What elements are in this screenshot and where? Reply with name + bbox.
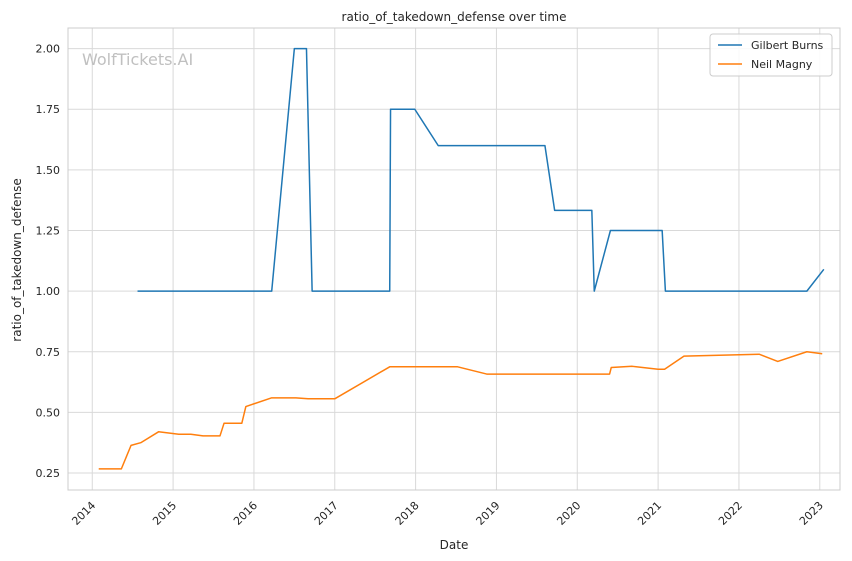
x-tick-label: 2020 — [554, 499, 583, 528]
y-tick-labels: 0.25 0.50 0.75 1.00 1.25 1.50 1.75 2.00 — [36, 43, 61, 480]
x-tick-label: 2018 — [393, 499, 422, 528]
y-axis-label: ratio_of_takedown_defense — [10, 178, 24, 341]
series-lines — [98, 47, 825, 470]
x-tick-label: 2021 — [635, 499, 664, 528]
legend-label-neil-magny: Neil Magny — [751, 58, 813, 71]
x-tick-label: 2015 — [150, 499, 179, 528]
y-tick-label: 1.50 — [36, 164, 61, 177]
grid-lines — [68, 28, 840, 490]
x-tick-label: 2019 — [474, 499, 503, 528]
x-tick-label: 2014 — [69, 499, 98, 528]
series-line-neil-magny — [98, 351, 823, 470]
y-tick-label: 0.50 — [36, 406, 61, 419]
watermark: WolfTickets.AI — [82, 50, 193, 69]
x-axis-label: Date — [440, 538, 469, 552]
x-tick-label: 2022 — [716, 499, 745, 528]
chart-title: ratio_of_takedown_defense over time — [342, 10, 567, 24]
x-tick-label: 2023 — [797, 499, 826, 528]
y-tick-label: 1.75 — [36, 103, 61, 116]
y-tick-label: 0.75 — [36, 346, 61, 359]
y-tick-label: 0.25 — [36, 467, 61, 480]
plot-frame — [67, 27, 841, 491]
x-tick-labels: 2014 2015 2016 2017 2018 2019 2020 2021 2022 2023 — [69, 499, 826, 528]
y-tick-label: 2.00 — [36, 43, 61, 56]
x-tick-label: 2017 — [312, 499, 341, 528]
x-tick-label: 2016 — [231, 499, 260, 528]
legend-label-gilbert-burns: Gilbert Burns — [751, 39, 824, 52]
series-line-gilbert-burns — [137, 47, 825, 292]
y-tick-label: 1.25 — [36, 225, 61, 238]
legend: Gilbert Burns Neil Magny — [709, 33, 833, 77]
y-tick-label: 1.00 — [36, 285, 61, 298]
